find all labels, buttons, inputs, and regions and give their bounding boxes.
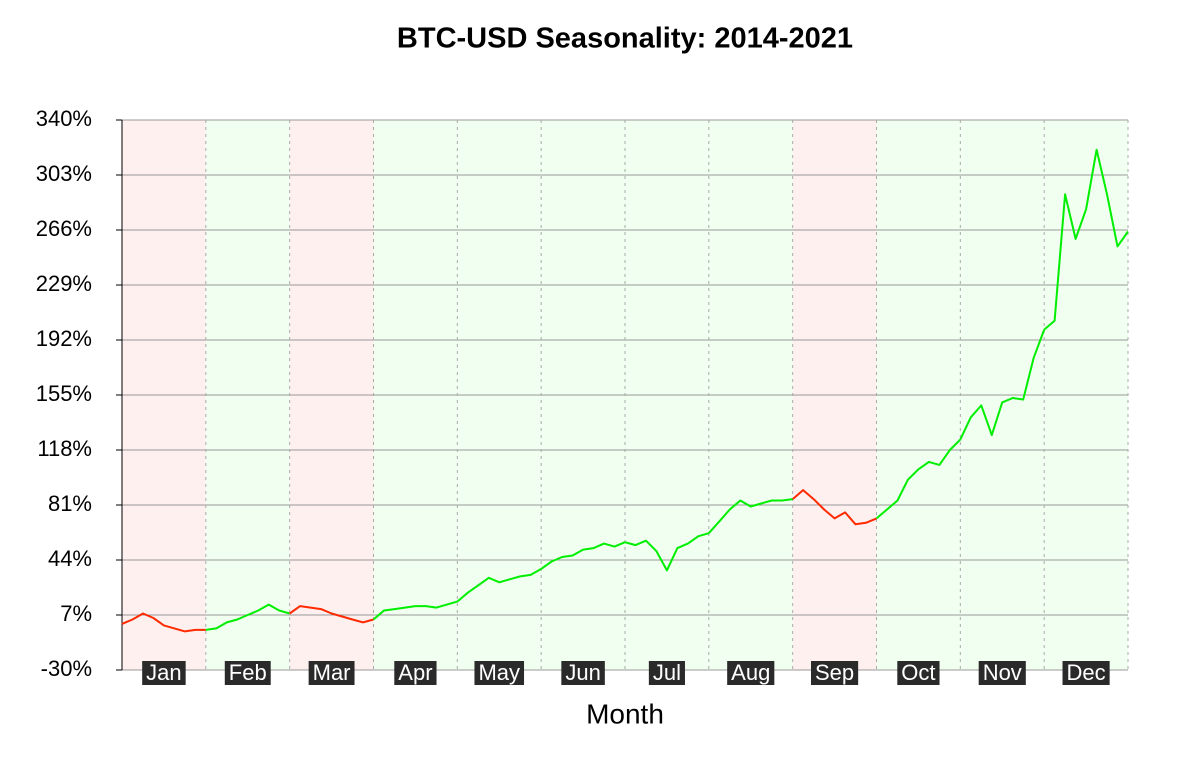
month-label-box	[474, 661, 525, 685]
seasonality-line	[959, 329, 1046, 441]
month-label-box	[224, 661, 271, 685]
x-tick-label: Nov	[983, 660, 1022, 685]
x-tick-label: Feb	[229, 660, 267, 685]
chart-title: BTC-USD Seasonality: 2014-2021	[397, 23, 853, 55]
y-tick-label: 340%	[36, 106, 92, 131]
y-tick-label: 192%	[36, 326, 92, 351]
y-tick-label: 303%	[36, 161, 92, 186]
grid	[116, 119, 1129, 671]
month-label-box	[648, 661, 685, 685]
month-label-box	[978, 661, 1026, 685]
x-axis-label: Month	[586, 698, 664, 729]
seasonality-line	[456, 568, 542, 603]
month-label-box	[727, 661, 775, 685]
month-label-box	[561, 661, 605, 685]
x-tick-label: Jan	[146, 660, 181, 685]
seasonality-line	[289, 605, 374, 624]
lines	[121, 148, 1129, 633]
seasonality-line	[708, 498, 793, 534]
y-tick-label: 266%	[36, 216, 92, 241]
month-label-box	[811, 661, 859, 685]
month-label-box	[308, 661, 355, 685]
seasonality-line	[372, 600, 458, 621]
y-tick-label: 81%	[48, 491, 92, 516]
seasonality-line	[540, 541, 626, 570]
y-tick-label: 229%	[36, 271, 92, 296]
month-label-box	[394, 661, 437, 685]
seasonality-line	[121, 612, 206, 633]
y-tick-label: 7%	[60, 601, 92, 626]
x-tick-label: Oct	[901, 660, 935, 685]
seasonality-line	[792, 489, 877, 526]
x-tick-label: May	[478, 660, 520, 685]
x-tick-label: Sep	[815, 660, 854, 685]
seasonality-line	[205, 603, 290, 631]
x-tick-label: Jun	[565, 660, 600, 685]
y-tick-label: 118%	[37, 436, 92, 461]
month-label-box	[897, 661, 940, 685]
month-label-box	[1062, 661, 1110, 685]
seasonality-line	[1043, 148, 1129, 331]
seasonality-line	[875, 438, 962, 520]
x-tick-label: Dec	[1067, 660, 1106, 685]
x-tick-label: Apr	[398, 660, 432, 685]
x-tick-label: Aug	[731, 660, 770, 685]
y-tick-label: 155%	[36, 381, 92, 406]
x-tick-label: Mar	[313, 660, 351, 685]
x-tick-label: Jul	[653, 660, 681, 685]
labels: -30% 7% 44% 81% 118% 155% 192% 229% 266% 303% 340%…	[36, 106, 1110, 685]
y-tick-label: 44%	[48, 546, 92, 571]
y-tick-label: -30%	[41, 656, 92, 681]
seasonality-line	[624, 532, 710, 572]
month-label-box	[142, 661, 186, 685]
